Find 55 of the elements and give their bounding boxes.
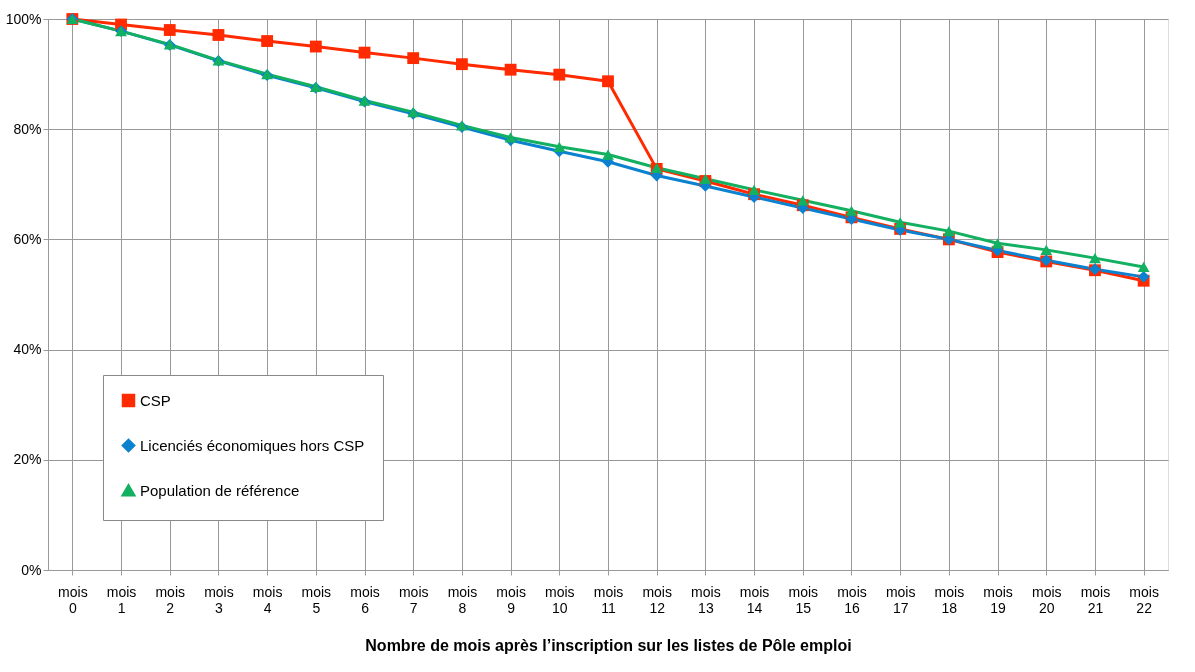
point xyxy=(796,195,809,206)
x-tick-label: mois 17 xyxy=(885,583,916,616)
legend-label: CSP xyxy=(140,391,171,409)
x-tick-label: mois 11 xyxy=(593,583,624,616)
point xyxy=(602,149,614,160)
x-tick-label: mois 5 xyxy=(301,583,332,616)
point xyxy=(1137,261,1150,273)
y-tick-label: 60% xyxy=(13,230,42,247)
x-tick-label: mois 6 xyxy=(350,583,380,616)
y-tick-label: 20% xyxy=(13,451,42,468)
x-tick-label: mois 18 xyxy=(934,583,965,616)
x-tick-label: mois 2 xyxy=(155,583,186,616)
point xyxy=(163,24,176,36)
x-tick-label: mois 3 xyxy=(204,583,234,616)
y-tick-label: 40% xyxy=(13,341,42,358)
point xyxy=(602,75,614,88)
point xyxy=(991,238,1004,249)
legend-label: Licenciés économiques hors CSP xyxy=(140,436,365,454)
x-tick-label: mois 21 xyxy=(1080,583,1111,616)
point xyxy=(309,40,322,53)
x-tick-label: mois 12 xyxy=(642,583,672,616)
x-tick-label: mois 19 xyxy=(983,583,1013,616)
x-tick-label: mois 9 xyxy=(496,583,526,616)
point xyxy=(553,141,566,152)
x-tick-label: mois 8 xyxy=(447,583,478,616)
point xyxy=(942,226,955,237)
x-axis-title: Nombre de mois après l’inscription sur les listes de Pôle emploi xyxy=(365,636,852,654)
point xyxy=(1089,253,1101,264)
x-tick-label: mois 10 xyxy=(545,583,575,616)
y-tick-label: 0% xyxy=(21,561,42,578)
point xyxy=(504,63,517,76)
x-tick-label: mois 7 xyxy=(398,583,429,616)
y-tick-label: 80% xyxy=(13,120,42,137)
y-tick-label: 100% xyxy=(5,10,42,27)
legend-label: Population de référence xyxy=(140,481,300,499)
point xyxy=(504,132,517,143)
x-tick-label: mois 16 xyxy=(837,583,867,616)
point xyxy=(456,58,468,71)
point xyxy=(894,217,907,228)
x-tick-label: mois 0 xyxy=(58,583,88,616)
point xyxy=(1040,244,1053,255)
x-tick-label: mois 14 xyxy=(739,583,770,616)
point xyxy=(212,29,225,41)
x-tick-label: mois 22 xyxy=(1129,583,1159,616)
point xyxy=(261,35,274,47)
x-tick-label: mois 20 xyxy=(1031,583,1062,616)
point xyxy=(358,46,371,59)
point xyxy=(553,68,566,81)
point xyxy=(407,52,420,65)
point xyxy=(845,205,858,216)
x-tick-label: mois 4 xyxy=(252,583,283,616)
x-tick-label: mois 1 xyxy=(106,583,137,616)
x-tick-label: mois 15 xyxy=(788,583,819,616)
x-tick-label: mois 13 xyxy=(691,583,721,616)
point xyxy=(748,184,760,195)
